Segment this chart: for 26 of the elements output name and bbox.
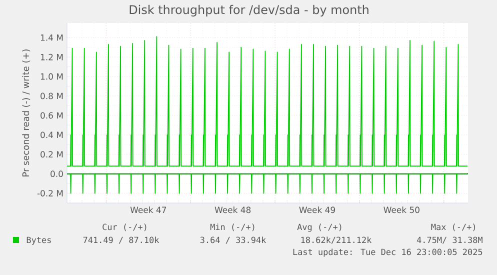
chart-title: Disk throughput for /dev/sda - by month [130, 4, 368, 16]
text: Cur (-/+) [102, 224, 146, 232]
y-tick-label: 1.4 M [40, 34, 63, 41]
y-tick-label: 0.6 M [40, 112, 63, 119]
y-axis-title: Pr second read (-) / write (+) [22, 50, 30, 176]
y-tick-label: 0.0 [50, 170, 63, 178]
x-tick-label: Week 49 [299, 206, 335, 214]
y-tick-label: 0.8 M [40, 92, 63, 100]
x-tick-label: Week 50 [384, 206, 420, 214]
legend-label: Bytes [26, 236, 51, 245]
y-tick-label: -0.2 M [37, 190, 63, 196]
text: 741.49 / 87.10k [83, 236, 160, 244]
x-tick-label: Week 48 [214, 206, 251, 214]
y-tick-label: 0.2 M [40, 151, 63, 158]
line-series [66, 36, 468, 166]
text: Avg (-/+) [297, 224, 342, 232]
text: Max (-/+) [431, 224, 476, 232]
text: Min (-/+) [210, 224, 254, 232]
text: 4.75M/ 31.38M [416, 236, 482, 244]
y-tick-label: 0.4 M [40, 132, 63, 138]
y-tick-label: 1.0 M [40, 73, 63, 80]
text: 3.64 / 33.94k [200, 236, 266, 244]
x-tick-label: Week 47 [130, 206, 166, 214]
y-tick-label: 1.2 M [40, 54, 63, 60]
text: Last update: Tue Dec 16 23:00:05 2025 [293, 248, 482, 257]
text: 18.62k/211.12k [301, 236, 372, 244]
